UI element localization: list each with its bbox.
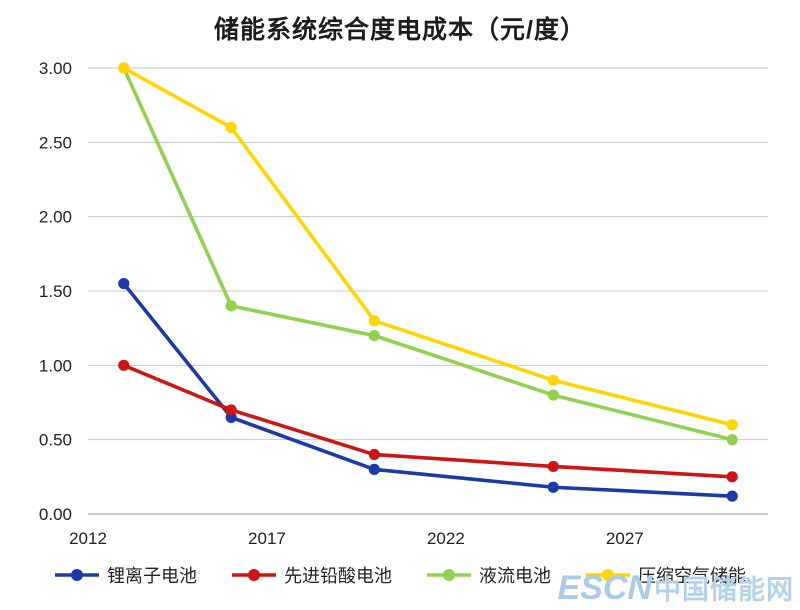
legend-marker-icon [55,569,99,581]
data-point [118,62,130,74]
legend-item: 压缩空气储能 [585,562,746,588]
legend-label: 液流电池 [479,566,551,586]
data-point [368,463,380,475]
series-line [121,363,735,479]
y-tick-label: 0.00 [39,505,72,524]
y-tick-label: 1.50 [39,282,72,301]
y-tick-label: 0.50 [39,431,72,450]
legend-marker-icon [586,569,630,581]
data-point [118,359,130,371]
line-chart: 0.00 0.50 1.00 1.50 2.00 2.50 3.00 2012 2017 2022… [39,59,768,548]
data-point [225,404,237,416]
data-point [118,277,130,290]
series-line [121,66,735,427]
data-point [225,121,237,134]
legend-item: 先进铅酸电池 [231,562,392,588]
legend-item: 液流电池 [426,562,551,588]
series-line [121,281,735,498]
data-point [368,448,380,461]
x-tick-label: 2017 [248,529,286,548]
data-point [547,460,559,473]
y-tick-label: 3.00 [39,59,72,78]
data-point [368,315,380,327]
legend-marker-icon [232,569,276,581]
y-tick-label: 1.00 [39,356,72,375]
data-point [726,490,738,502]
legend: 锂离子电池 先进铅酸电池 液流电池 压缩空气储能 [0,562,800,588]
x-tick-label: 2012 [69,529,107,548]
legend-label: 压缩空气储能 [638,566,746,586]
y-tick-label: 2.50 [39,133,72,152]
chart-title: 储能系统综合度电成本（元/度） [214,16,586,44]
data-point [726,419,738,431]
x-tick-label: 2022 [427,529,465,548]
data-point [547,389,559,401]
data-point [225,300,237,312]
legend-item: 锂离子电池 [54,562,197,588]
legend-label: 锂离子电池 [107,566,197,586]
series-line [121,66,735,442]
x-tick-label: 2027 [606,529,644,548]
data-point [726,434,738,446]
data-point [547,481,559,493]
legend-marker-icon [427,569,471,581]
y-tick-label: 2.00 [39,208,72,227]
legend-label: 先进铅酸电池 [284,566,392,586]
data-point [547,374,559,386]
data-point [726,471,738,483]
data-point [368,330,380,342]
